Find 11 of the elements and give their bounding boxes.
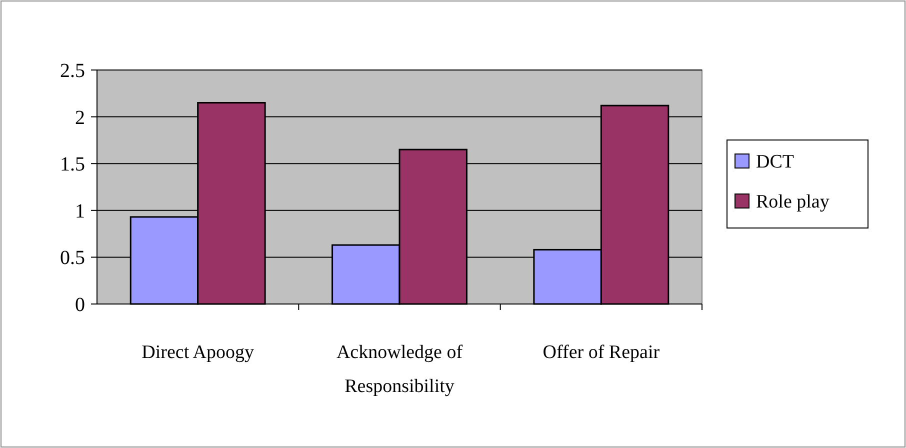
y-tick-label: 1.5	[60, 154, 85, 176]
y-tick-label: 1	[75, 200, 85, 222]
y-tick-label: 0.5	[60, 247, 85, 270]
x-tick-label: Acknowledge of Responsibility	[336, 342, 464, 397]
x-tick-label: Offer of Repair	[542, 342, 660, 363]
y-tick-label: 2.5	[60, 60, 85, 82]
legend-label: DCT	[756, 152, 794, 173]
y-tick-label: 0	[75, 294, 85, 316]
legend-label: Role play	[756, 192, 830, 213]
y-tick-label: 2	[75, 106, 85, 129]
x-tick-label: Direct Apoogy	[142, 342, 255, 363]
